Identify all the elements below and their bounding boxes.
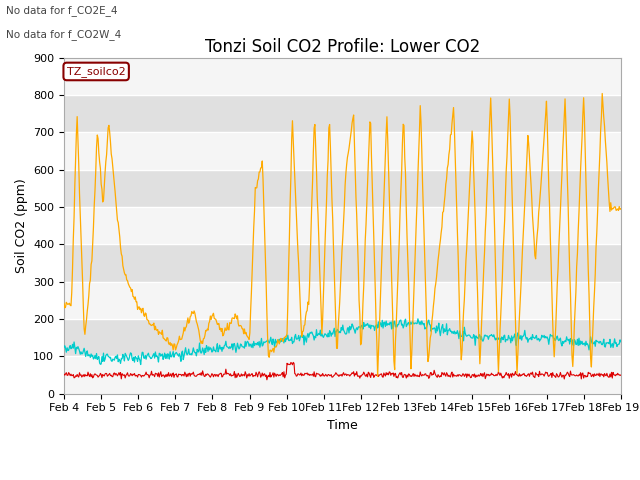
X-axis label: Time: Time	[327, 419, 358, 432]
Bar	[64, 207, 621, 244]
Bar	[64, 282, 621, 319]
Bar	[64, 58, 621, 95]
Bar	[64, 244, 621, 282]
Y-axis label: Soil CO2 (ppm): Soil CO2 (ppm)	[15, 178, 28, 273]
Title: Tonzi Soil CO2 Profile: Lower CO2: Tonzi Soil CO2 Profile: Lower CO2	[205, 38, 480, 56]
Text: No data for f_CO2W_4: No data for f_CO2W_4	[6, 29, 122, 40]
Bar	[64, 356, 621, 394]
Bar	[64, 132, 621, 169]
Legend: Open -8cm, Tree -8cm, Tree2 -8cm: Open -8cm, Tree -8cm, Tree2 -8cm	[180, 477, 505, 480]
Bar	[64, 169, 621, 207]
Bar	[64, 95, 621, 132]
Bar	[64, 319, 621, 356]
Text: TZ_soilco2: TZ_soilco2	[67, 66, 125, 77]
Text: No data for f_CO2E_4: No data for f_CO2E_4	[6, 5, 118, 16]
